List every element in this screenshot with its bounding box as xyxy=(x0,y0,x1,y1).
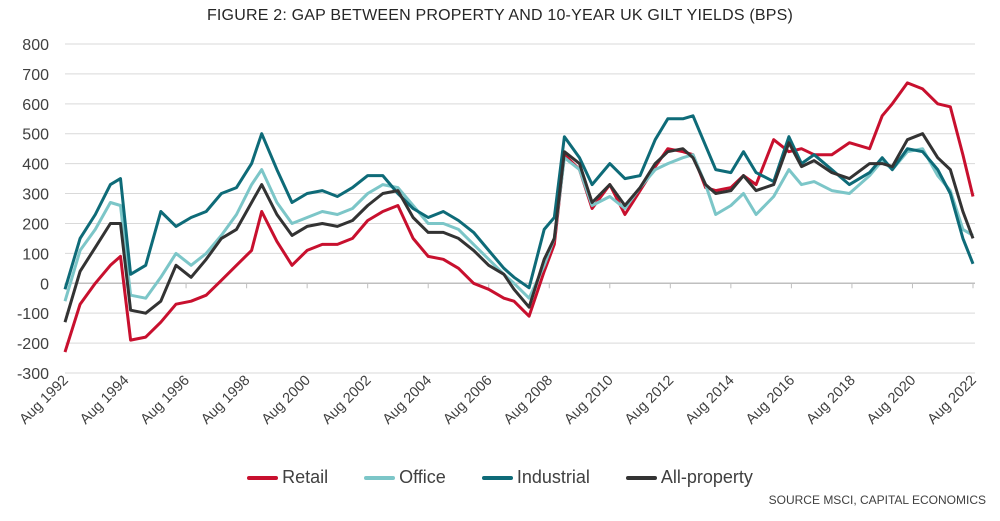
x-axis: Aug 1992 Aug 1994 Aug 1996 Aug 1998 Aug 2000… xyxy=(17,283,980,428)
x-tick-label: Aug 1994 xyxy=(77,373,132,428)
legend-swatch-industrial xyxy=(481,475,513,480)
y-tick-label: 400 xyxy=(22,157,49,174)
series-line-industrial xyxy=(63,114,975,290)
legend-swatch-office xyxy=(364,475,396,480)
series-line-retail xyxy=(63,81,975,353)
series-line-all-property xyxy=(63,132,975,323)
y-tick-label: 0 xyxy=(40,276,49,293)
x-tick-label: Aug 1998 xyxy=(198,373,253,428)
legend-item-industrial: Industrial xyxy=(481,467,590,488)
x-tick-label: Aug 2018 xyxy=(804,373,859,428)
legend-swatch-all-property xyxy=(625,475,657,480)
legend-label: Industrial xyxy=(516,467,590,487)
legend-item-retail: Retail xyxy=(247,467,328,488)
y-tick-label: 700 xyxy=(22,67,49,84)
y-tick-label: -300 xyxy=(17,366,49,383)
y-tick-label: 100 xyxy=(22,246,49,263)
x-tick-label: Aug 2012 xyxy=(622,373,677,428)
y-tick-label: -200 xyxy=(17,336,49,353)
x-tick-label: Aug 2006 xyxy=(440,373,495,428)
x-tick-label: Aug 1996 xyxy=(138,373,193,428)
legend-label: All-property xyxy=(660,467,753,487)
x-tick-label: Aug 2020 xyxy=(864,373,919,428)
source-note: SOURCE MSCI, CAPITAL ECONOMICS xyxy=(768,493,986,507)
legend-label: Retail xyxy=(282,467,329,487)
legend-label: Office xyxy=(399,467,446,487)
y-tick-label: 300 xyxy=(22,187,49,204)
y-tick-label: -100 xyxy=(17,306,49,323)
y-tick-label: 800 xyxy=(22,37,49,54)
chart-title: FIGURE 2: GAP BETWEEN PROPERTY AND 10-YE… xyxy=(206,7,794,24)
y-axis: 800 700 600 500 400 300 200 100 0 -100 -200 -300 xyxy=(17,37,49,383)
legend-item-all-property: All-property xyxy=(625,467,753,488)
legend-swatch-retail xyxy=(247,475,279,480)
x-tick-label: Aug 2010 xyxy=(561,373,616,428)
gridlines xyxy=(65,43,975,374)
x-tick-label: Aug 2000 xyxy=(259,373,314,428)
legend-item-office: Office xyxy=(364,467,446,488)
x-tick-label: Aug 2004 xyxy=(380,373,435,428)
x-tick-label: Aug 2008 xyxy=(501,373,556,428)
x-tick-label: Aug 2022 xyxy=(925,373,980,428)
series-lines xyxy=(63,81,975,353)
x-tick-label: Aug 2014 xyxy=(682,373,737,428)
x-tick-label: Aug 2002 xyxy=(319,373,374,428)
y-tick-label: 200 xyxy=(22,216,49,233)
legend: Retail Office Industrial All-property xyxy=(0,467,1000,488)
y-tick-label: 500 xyxy=(22,127,49,144)
x-tick-label: Aug 2016 xyxy=(743,373,798,428)
series-line-office xyxy=(63,147,974,302)
y-tick-label: 600 xyxy=(22,97,49,114)
